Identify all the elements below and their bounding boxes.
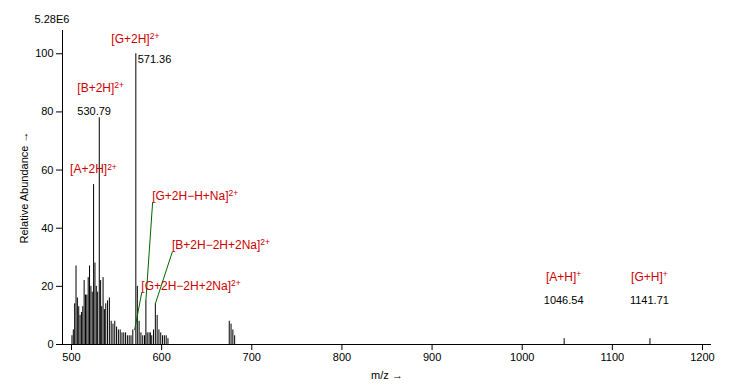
svg-text:[G+H]+: [G+H]+	[631, 269, 668, 284]
svg-text:600: 600	[152, 351, 170, 363]
svg-text:5.28E6: 5.28E6	[35, 13, 70, 25]
svg-text:500: 500	[62, 351, 80, 363]
svg-text:[A+2H]2+: [A+2H]2+	[70, 162, 117, 177]
svg-text:80: 80	[41, 105, 53, 117]
svg-text:20: 20	[41, 280, 53, 292]
svg-text:[B+2H]2+: [B+2H]2+	[77, 80, 124, 95]
svg-text:700: 700	[243, 351, 261, 363]
svg-text:60: 60	[41, 164, 53, 176]
svg-text:[A+H]+: [A+H]+	[546, 269, 581, 284]
svg-text:[G+2H−2H+2Na]2+: [G+2H−2H+2Na]2+	[141, 278, 240, 293]
svg-text:800: 800	[333, 351, 351, 363]
svg-text:m/z →: m/z →	[371, 369, 403, 381]
svg-text:1046.54: 1046.54	[544, 294, 584, 306]
svg-text:1141.71: 1141.71	[630, 294, 669, 306]
svg-text:1200: 1200	[690, 351, 714, 363]
svg-text:1100: 1100	[601, 351, 625, 363]
svg-text:571.36: 571.36	[138, 53, 172, 65]
svg-text:100: 100	[35, 47, 53, 59]
svg-text:Relative Abundance →: Relative Abundance →	[18, 132, 30, 244]
svg-text:530.79: 530.79	[77, 105, 111, 117]
svg-text:[B+2H−2H+2Na]2+: [B+2H−2H+2Na]2+	[172, 237, 270, 252]
svg-text:[G+2H−H+Na]2+: [G+2H−H+Na]2+	[152, 188, 238, 203]
svg-text:40: 40	[41, 222, 53, 234]
svg-text:[G+2H]2+: [G+2H]2+	[111, 31, 159, 46]
svg-text:1000: 1000	[510, 351, 534, 363]
svg-text:900: 900	[423, 351, 441, 363]
svg-text:0: 0	[47, 338, 53, 350]
